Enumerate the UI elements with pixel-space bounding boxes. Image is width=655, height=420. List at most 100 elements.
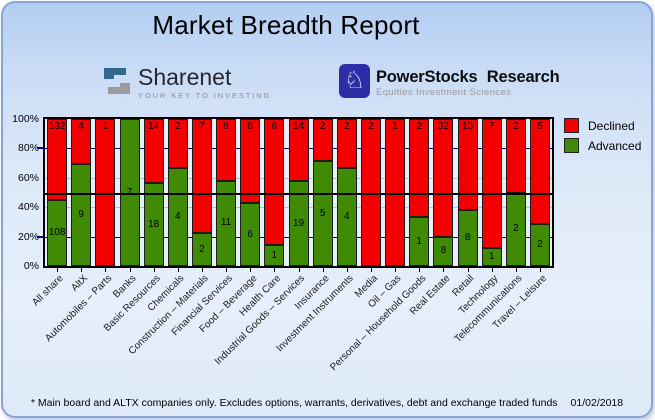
bar-value-declined: 2 xyxy=(344,121,350,132)
bar-value-declined: 1 xyxy=(102,121,109,132)
sharenet-tagline: YOUR KEY TO INVESTING xyxy=(138,91,272,100)
bar-value-declined: 1 xyxy=(392,121,398,132)
bar-declined-18 xyxy=(481,119,502,248)
x-tick xyxy=(201,268,203,272)
bar-value-declined: 2 xyxy=(368,121,374,132)
x-tick xyxy=(395,268,397,272)
y-label-40: 40% xyxy=(17,201,39,214)
powerstocks-wordmark: PowerStocks Research xyxy=(376,68,560,86)
x-tick xyxy=(274,268,276,272)
bar-value-declined: 2 xyxy=(416,121,422,132)
bar-value-advanced: 2 xyxy=(199,243,205,255)
legend-item-declined: Declined xyxy=(564,118,641,133)
bar-declined-7 xyxy=(216,119,237,181)
bar-advanced-7 xyxy=(216,180,237,266)
bar-declined-17 xyxy=(457,119,478,210)
bar-value-advanced: 18 xyxy=(148,218,160,230)
reference-line xyxy=(45,193,552,196)
sharenet-logo: Sharenet YOUR KEY TO INVESTING xyxy=(102,66,271,100)
bar-advanced-3 xyxy=(119,119,140,266)
bar-declined-15 xyxy=(409,119,430,217)
y-label-60: 60% xyxy=(17,171,39,184)
y-tick-20 xyxy=(37,235,43,238)
bar-value-declined: 32 xyxy=(437,121,449,132)
bar-value-advanced: 2 xyxy=(513,223,519,235)
x-tick xyxy=(226,268,228,272)
bar-declined-11 xyxy=(312,119,333,161)
bar-value-advanced: 2 xyxy=(537,239,543,250)
breadth-chart: 132 108 4 9 1 7 14 18 2 4 7 2 8 11 8 6 6 1 14 19 2 5 2 4 2 1 2 1 32 8… xyxy=(3,3,651,416)
x-tick xyxy=(105,268,107,272)
bar-value-advanced: 1 xyxy=(488,250,495,262)
bar-advanced-10 xyxy=(288,181,309,266)
bar-value-advanced: 1 xyxy=(416,235,422,247)
y-label-80: 80% xyxy=(17,142,39,155)
bar-advanced-16 xyxy=(433,236,454,266)
bar-value-advanced: 5 xyxy=(319,207,326,219)
bar-declined-5 xyxy=(167,119,188,168)
bar-value-advanced: 9 xyxy=(78,209,84,221)
bar-value-advanced: 8 xyxy=(464,232,471,243)
x-tick xyxy=(298,268,300,272)
bar-declined-0 xyxy=(47,119,68,200)
powerstocks-logo: ♘ PowerStocks Research Equities Investme… xyxy=(339,64,560,98)
footnote: * Main board and ALTX companies only. Ex… xyxy=(3,397,651,409)
bar-value-declined: 8 xyxy=(223,121,229,132)
bar-value-advanced: 108 xyxy=(48,226,66,238)
y-tick-80 xyxy=(37,147,43,150)
bar-advanced-4 xyxy=(143,183,164,266)
x-tick xyxy=(539,268,541,272)
page-title: Market Breadth Report xyxy=(152,10,420,40)
bar-value-declined: 14 xyxy=(148,121,160,132)
sharenet-s-icon xyxy=(104,68,130,94)
x-tick xyxy=(443,268,445,272)
bar-advanced-18 xyxy=(481,247,502,266)
declined-color-swatch xyxy=(564,118,579,133)
bar-declined-16 xyxy=(433,119,454,237)
bar-value-declined: 4 xyxy=(78,121,84,132)
bar-declined-2 xyxy=(95,119,116,266)
bar-value-advanced: 1 xyxy=(271,249,278,261)
bar-value-declined: 132 xyxy=(48,121,66,132)
x-tick xyxy=(346,268,348,272)
bar-value-declined: 14 xyxy=(292,121,305,132)
chart-legend: Declined Advanced xyxy=(564,118,641,158)
bar-advanced-15 xyxy=(409,217,430,266)
bar-value-declined: 2 xyxy=(513,121,519,132)
report-date: 01/02/2018 xyxy=(570,397,624,409)
bar-declined-13 xyxy=(360,119,381,266)
bar-declined-19 xyxy=(505,119,526,193)
bar-declined-20 xyxy=(529,119,550,224)
bar-declined-10 xyxy=(288,119,309,182)
bar-value-advanced: 4 xyxy=(344,211,350,222)
bar-advanced-5 xyxy=(167,168,188,266)
bar-declined-4 xyxy=(143,119,164,184)
x-tick xyxy=(177,268,179,272)
bar-value-advanced: 7 xyxy=(126,186,133,198)
legend-label-declined: Declined xyxy=(588,118,635,133)
bar-value-declined: 5 xyxy=(537,121,543,132)
x-tick xyxy=(57,268,59,272)
bar-advanced-17 xyxy=(457,210,478,266)
x-tick xyxy=(370,268,372,272)
x-tick xyxy=(419,268,421,272)
x-tick xyxy=(250,268,252,272)
bar-value-advanced: 19 xyxy=(292,217,305,229)
plot-area: 132 108 4 9 1 7 14 18 2 4 7 2 8 11 8 6 6 1 14 19 2 5 2 4 2 1 2 1 32 8… xyxy=(43,117,554,268)
bar-declined-9 xyxy=(264,119,285,245)
bar-value-declined: 8 xyxy=(247,121,253,132)
bar-value-declined: 7 xyxy=(488,121,495,132)
bar-advanced-8 xyxy=(240,203,261,266)
powerstocks-tagline: Equities Investment Sciences xyxy=(376,87,512,98)
bar-advanced-12 xyxy=(336,168,357,266)
x-label: AltX xyxy=(69,273,90,294)
bar-value-advanced: 4 xyxy=(175,211,181,222)
bar-advanced-6 xyxy=(191,233,212,266)
bar-value-declined: 6 xyxy=(271,121,278,132)
x-tick xyxy=(153,268,155,272)
advanced-color-swatch xyxy=(564,138,579,153)
sharenet-wordmark: Sharenet xyxy=(138,64,232,90)
bar-advanced-11 xyxy=(312,161,333,266)
legend-item-advanced: Advanced xyxy=(564,138,641,153)
